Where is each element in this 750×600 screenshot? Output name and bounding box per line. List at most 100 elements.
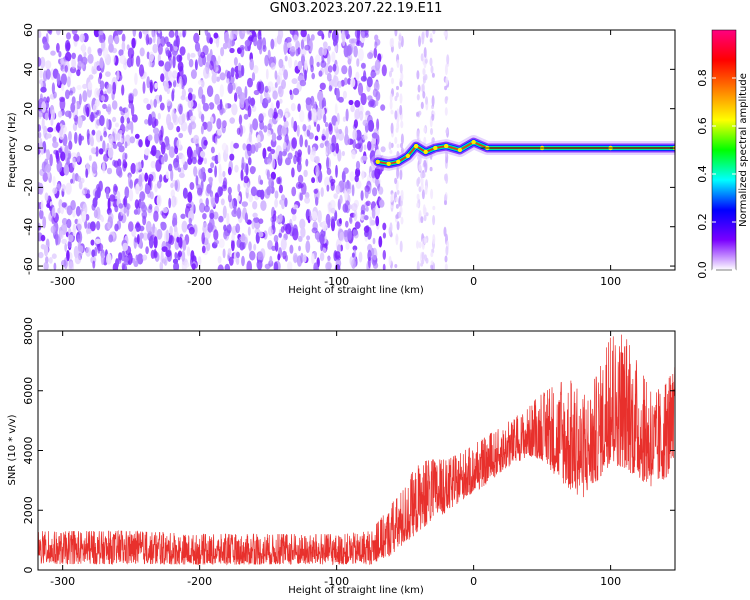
noise-blob	[354, 30, 360, 39]
noise-blob	[65, 182, 72, 195]
noise-blob	[241, 65, 245, 77]
noise-blob	[154, 227, 158, 240]
noise-blob	[394, 264, 398, 268]
noise-blob	[251, 72, 256, 82]
noise-blob	[317, 210, 322, 223]
noise-blob	[72, 208, 76, 218]
noise-blob	[235, 72, 239, 80]
noise-blob	[212, 199, 216, 206]
noise-blob	[151, 30, 155, 38]
x-tick-label: -200	[187, 275, 212, 288]
noise-blob	[157, 43, 163, 55]
noise-blob	[172, 55, 176, 69]
noise-blob	[388, 226, 392, 236]
noise-blob	[400, 133, 404, 145]
noise-blob	[224, 263, 230, 270]
noise-blob	[241, 255, 245, 267]
noise-blob	[310, 64, 314, 73]
noise-blob	[64, 243, 68, 252]
noise-blob	[370, 71, 377, 78]
noise-blob	[246, 260, 252, 270]
noise-blob	[310, 108, 317, 121]
noise-blob	[142, 232, 149, 241]
noise-blob	[146, 76, 150, 89]
noise-blob	[270, 38, 275, 50]
noise-blob	[336, 244, 342, 254]
noise-blob	[171, 90, 175, 102]
noise-blob	[395, 197, 399, 202]
noise-blob	[246, 30, 250, 35]
noise-blob	[416, 111, 419, 117]
noise-blob	[221, 184, 228, 192]
noise-blob	[108, 212, 114, 222]
noise-blob	[214, 93, 220, 105]
noise-blob	[45, 60, 52, 70]
noise-blob	[67, 240, 72, 248]
noise-blob	[420, 101, 424, 110]
noise-blob	[122, 264, 128, 270]
noise-blob	[40, 86, 47, 93]
noise-blob	[64, 65, 69, 73]
noise-blob	[65, 51, 72, 62]
noise-blob	[86, 106, 90, 118]
noise-blob	[124, 107, 130, 120]
noise-blob	[299, 134, 304, 148]
noise-blob	[91, 129, 96, 136]
noise-blob	[292, 252, 298, 264]
noise-blob	[113, 185, 118, 192]
noise-blob	[262, 147, 267, 160]
noise-blob	[371, 247, 378, 261]
noise-blob	[130, 162, 136, 175]
noise-blob	[349, 256, 354, 266]
noise-blob	[52, 141, 59, 149]
noise-blob	[266, 93, 270, 100]
noise-blob	[282, 141, 287, 150]
noise-blob	[116, 165, 122, 177]
noise-blob	[59, 96, 66, 103]
spectrogram-x-ticks: -300 -200 -100 0 100	[50, 30, 621, 288]
noise-blob	[40, 199, 44, 212]
noise-blob	[92, 68, 97, 75]
noise-blob	[226, 212, 230, 226]
noise-blob	[421, 83, 425, 94]
noise-blob	[334, 264, 341, 270]
noise-blob	[173, 261, 180, 270]
noise-blob	[362, 119, 369, 127]
noise-blob	[77, 175, 81, 182]
noise-blob	[235, 86, 242, 95]
signal-ridge-knot	[405, 153, 411, 159]
noise-blob	[319, 252, 325, 262]
noise-blob	[229, 117, 235, 124]
noise-blob	[157, 112, 161, 120]
noise-blob	[231, 30, 238, 40]
noise-blob	[94, 99, 100, 107]
noise-blob	[135, 162, 139, 175]
noise-blob	[99, 57, 104, 69]
noise-blob	[245, 181, 251, 193]
noise-blob	[396, 167, 400, 179]
noise-blob	[40, 81, 44, 88]
noise-blob	[178, 115, 185, 126]
noise-blob	[346, 45, 352, 56]
noise-blob	[334, 103, 338, 115]
noise-blob	[145, 220, 152, 234]
noise-blob	[343, 77, 348, 86]
noise-blob	[190, 250, 195, 261]
noise-blob	[305, 158, 309, 167]
noise-blob	[139, 47, 145, 57]
noise-blob	[56, 160, 63, 173]
noise-blob	[341, 37, 346, 47]
noise-blob	[416, 129, 420, 141]
noise-blob	[149, 180, 153, 191]
noise-blob	[219, 98, 223, 110]
noise-blob	[173, 225, 178, 233]
noise-blob	[115, 258, 119, 269]
noise-blob	[48, 30, 53, 35]
noise-blob	[273, 234, 279, 243]
signal-ridge-knot	[413, 143, 419, 149]
noise-blob	[178, 76, 183, 89]
noise-blob	[159, 174, 163, 183]
noise-blob	[297, 60, 303, 71]
noise-blob	[360, 204, 366, 215]
noise-blob	[444, 31, 448, 37]
